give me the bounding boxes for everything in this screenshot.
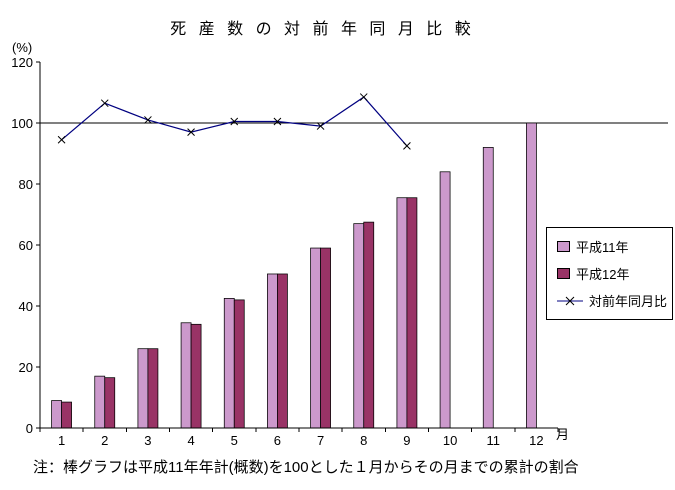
x-tick-label-3: 3 — [144, 433, 151, 448]
legend-item-yoy-ratio: 対前年同月比 — [557, 291, 668, 310]
bar-heisei11-month-3 — [137, 348, 149, 429]
x-marker-month-1 — [57, 135, 66, 144]
x-tick-label-2: 2 — [101, 433, 108, 448]
bar-heisei12-month-9 — [406, 197, 418, 429]
x-tick-label-7: 7 — [317, 433, 324, 448]
bar-heisei12-month-6 — [277, 273, 288, 429]
y-tick-label-20: 20 — [19, 360, 33, 375]
y-tick-label-120: 120 — [11, 55, 33, 70]
legend-item-heisei12: 平成12年 — [557, 264, 668, 283]
bar-heisei11-month-1 — [51, 400, 62, 429]
bar-heisei11-month-4 — [180, 322, 192, 429]
x-tick-label-4: 4 — [187, 433, 194, 448]
x-marker-month-8 — [359, 93, 368, 101]
x-tick-label-6: 6 — [274, 433, 281, 448]
legend-label-yoy-ratio: 対前年同月比 — [589, 294, 668, 309]
x-tick-label-11: 11 — [487, 433, 501, 448]
y-tick-label-100: 100 — [11, 116, 33, 131]
legend-label-heisei12: 平成12年 — [576, 267, 630, 282]
x-marker-month-6 — [273, 117, 282, 126]
bar-heisei12-month-3 — [147, 348, 159, 429]
bar-heisei12-month-4 — [190, 323, 202, 429]
x-tick-label-10: 10 — [443, 433, 457, 448]
bar-heisei11-month-7 — [310, 247, 321, 429]
bar-heisei11-month-8 — [353, 223, 365, 429]
legend: 平成11年 平成12年 対前年同月比 — [546, 227, 673, 320]
x-tick-label-12: 12 — [529, 433, 543, 448]
x-tick-label-8: 8 — [360, 433, 367, 448]
bar-heisei11-month-12 — [526, 122, 537, 429]
bar-heisei11-month-11 — [482, 147, 494, 429]
bar-heisei11-month-10 — [439, 171, 451, 429]
bar-heisei12-month-7 — [320, 247, 331, 429]
x-marker-month-2 — [100, 99, 109, 108]
legend-swatch-heisei12-icon — [557, 268, 570, 279]
y-tick-label-80: 80 — [19, 177, 33, 192]
legend-swatch-heisei11-icon — [557, 241, 570, 252]
y-tick-label-40: 40 — [19, 299, 33, 314]
bar-heisei11-month-2 — [94, 375, 106, 429]
bar-heisei12-month-5 — [233, 299, 245, 429]
x-marker-month-9 — [403, 142, 411, 150]
bar-heisei12-month-1 — [61, 401, 72, 429]
x-tick-label-5: 5 — [231, 433, 238, 448]
y-tick-label-60: 60 — [19, 238, 33, 253]
x-marker-month-7 — [316, 122, 325, 130]
bar-heisei11-month-6 — [267, 273, 278, 429]
bar-heisei11-month-9 — [396, 197, 408, 429]
x-marker-month-5 — [230, 117, 239, 126]
x-tick-label-1: 1 — [58, 433, 65, 448]
x-marker-month-3 — [144, 116, 152, 124]
y-tick-label-0: 0 — [26, 421, 33, 436]
legend-line-x-marker-icon — [557, 296, 583, 306]
x-axis-unit-label: 月 — [556, 427, 570, 442]
bar-heisei12-month-2 — [104, 377, 116, 429]
bar-heisei12-month-8 — [363, 221, 375, 429]
footnote: 注：棒グラフは平成11年年計(概数)を100とした１月からその月までの累計の割合 — [33, 459, 579, 476]
y-axis-unit-label: (%) — [12, 40, 33, 55]
legend-item-heisei11: 平成11年 — [557, 237, 668, 256]
bar-heisei11-month-5 — [223, 298, 235, 429]
x-marker-month-4 — [187, 128, 195, 137]
chart-title: 死 産 数 の 対 前 年 同 月 比 較 — [170, 21, 475, 38]
legend-label-heisei11: 平成11年 — [576, 240, 629, 255]
x-tick-label-9: 9 — [403, 433, 410, 448]
